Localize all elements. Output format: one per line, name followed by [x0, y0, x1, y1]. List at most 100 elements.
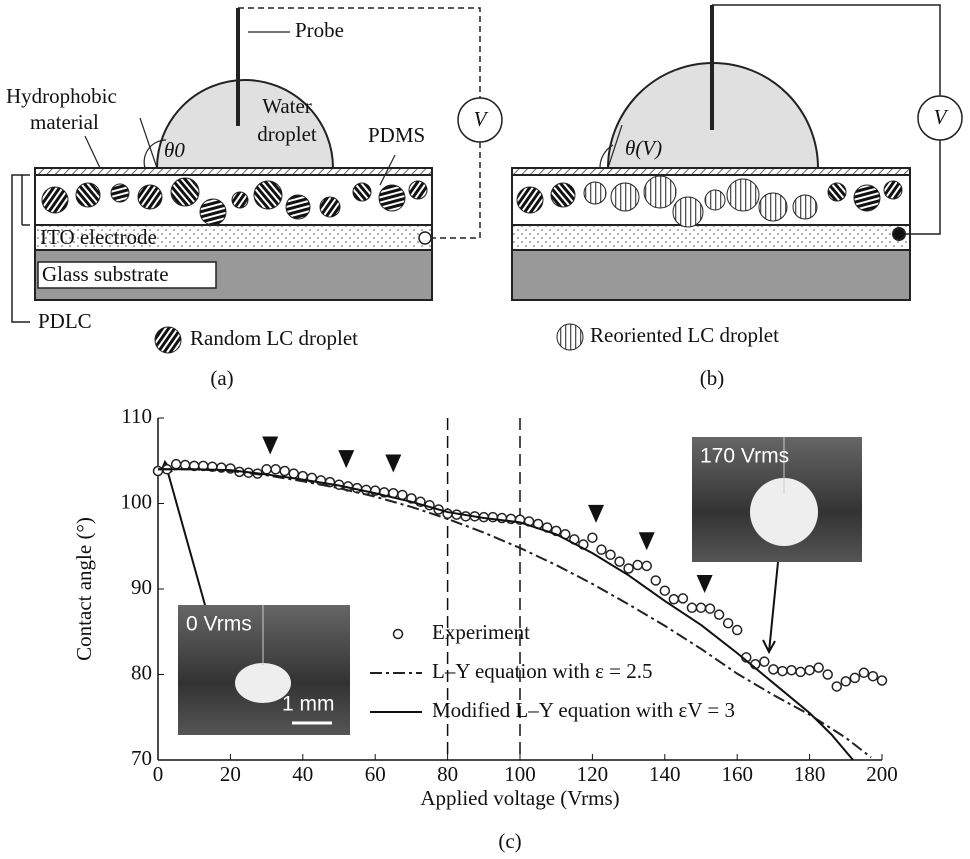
data-point [270, 464, 281, 475]
glass-layer [511, 249, 911, 301]
reoriented-lc-droplet [610, 182, 640, 212]
legend-label: Reoriented LC droplet [590, 323, 779, 347]
data-point [876, 675, 888, 686]
x-tick-label: 40 [292, 762, 313, 786]
data-point [822, 669, 833, 680]
data-point [840, 676, 852, 687]
arrowhead [262, 436, 279, 455]
random-lc-droplet [170, 177, 200, 207]
random-lc-droplet [137, 184, 163, 210]
x-axis-label: Applied voltage (Vrms) [420, 786, 619, 810]
data-point [713, 609, 725, 620]
arrowhead [638, 532, 655, 551]
y-tick-label: 110 [121, 404, 152, 428]
data-point [704, 603, 716, 614]
wire [238, 7, 481, 239]
data-point [614, 556, 625, 567]
tangent [139, 117, 158, 169]
data-point [605, 549, 616, 561]
random-lc-droplet [41, 186, 69, 214]
legend-label: L–Y equation with ε = 2.5 [432, 659, 653, 683]
panel-a [11, 7, 503, 354]
data-point [279, 465, 290, 477]
leader [84, 135, 101, 169]
random-lc-droplet [110, 183, 130, 203]
contact [418, 231, 432, 245]
random-lc-droplet [516, 186, 544, 214]
random-lc-droplet [378, 184, 406, 212]
data-point [261, 464, 272, 475]
wire [712, 4, 941, 235]
data-point [858, 667, 870, 679]
random-lc-droplet [231, 191, 249, 209]
reoriented-lc-droplet [672, 196, 704, 228]
label: Hydrophobic [6, 84, 117, 108]
inset-droplet [235, 663, 291, 703]
x-tick-label: 160 [721, 762, 753, 786]
y-tick-label: 80 [131, 660, 152, 684]
random-lc-droplet [408, 180, 428, 200]
data-point [179, 459, 191, 471]
legend-random-droplet [154, 326, 182, 354]
data-point [759, 656, 770, 667]
y-tick-label: 90 [131, 575, 152, 599]
legend-label: Random LC droplet [190, 326, 358, 350]
caption: (a) [210, 366, 233, 390]
series-line [158, 468, 872, 759]
voltmeter [917, 95, 963, 141]
data-point [768, 664, 779, 675]
ito-layer [511, 224, 911, 251]
data-point [288, 468, 299, 479]
bracket [21, 174, 30, 226]
data-point [831, 681, 842, 692]
data-point [813, 662, 824, 673]
arrow [159, 459, 206, 606]
angle-arc [599, 144, 614, 169]
y-tick-label: 100 [121, 489, 153, 513]
data-point [849, 672, 861, 684]
legend-label: Experiment [432, 620, 530, 644]
random-lc-droplet [883, 180, 903, 200]
data-point [786, 664, 797, 676]
x-tick-label: 140 [649, 762, 681, 786]
water-droplet [155, 79, 335, 169]
reoriented-lc-droplet [758, 192, 788, 222]
inset-label: 0 Vrms [186, 613, 252, 636]
legend-reoriented-droplet [556, 323, 584, 351]
label: Glass substrate [42, 262, 169, 286]
y-tick-label: 70 [131, 746, 152, 770]
labels: Probe Water droplet Hydrophobic material… [6, 18, 949, 390]
data-point [659, 585, 671, 596]
x-tick-label: 0 [153, 762, 164, 786]
label: ITO electrode [40, 225, 157, 249]
x-tick-label: 100 [504, 762, 536, 786]
reoriented-lc-droplet [583, 181, 607, 205]
series-line [158, 468, 854, 761]
x-tick-label: 180 [794, 762, 826, 786]
data-point [650, 575, 661, 586]
data-point [596, 544, 607, 555]
arrowhead [385, 454, 402, 473]
y-axis-label: Contact angle (°) [72, 517, 96, 661]
voltmeter [457, 97, 503, 143]
data-point [686, 602, 698, 614]
reoriented-lc-droplet [726, 178, 760, 212]
x-tick-label: 20 [220, 762, 241, 786]
panel-b [511, 4, 963, 351]
data-point [722, 617, 734, 629]
data-point [795, 666, 806, 678]
random-lc-droplet [75, 182, 101, 208]
data-point [668, 594, 680, 605]
reoriented-lc-droplet [792, 194, 818, 220]
random-lc-droplet [319, 196, 341, 218]
data-point [804, 664, 815, 676]
chart: 70 80 90 100 110 0 20 40 60 80 100 120 140 160 180 200 A… [72, 404, 898, 853]
label: θ(V) [625, 136, 662, 160]
hydrophobic-layer [511, 167, 911, 176]
legend-marker [392, 628, 404, 640]
data-point [170, 458, 182, 470]
x-tick-label: 120 [577, 762, 609, 786]
label: PDMS [368, 123, 425, 147]
label: Water [262, 94, 312, 118]
